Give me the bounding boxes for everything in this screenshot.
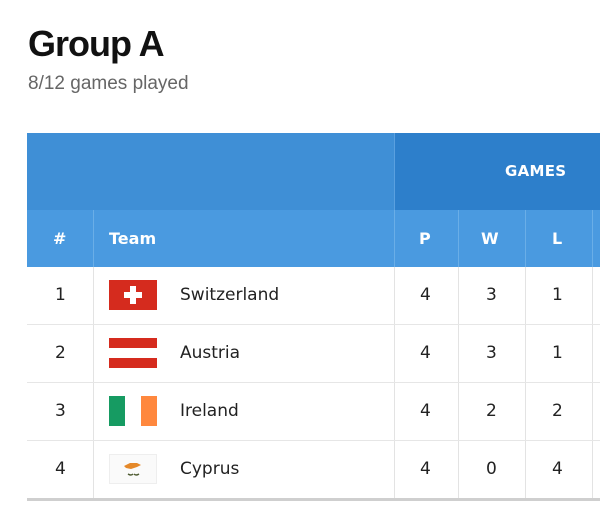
ireland-flag-icon <box>109 396 157 426</box>
page-title: Group A <box>28 23 165 64</box>
austria-flag-icon <box>109 338 157 368</box>
won-cell: 3 <box>486 285 497 305</box>
column-header-rank[interactable]: # <box>53 229 67 248</box>
team-name[interactable]: Switzerland <box>180 285 280 305</box>
rank-cell: 1 <box>55 285 66 305</box>
column-header-team[interactable]: Team <box>109 229 157 248</box>
rank-cell: 2 <box>55 343 66 363</box>
column-header-played[interactable]: P <box>419 229 431 248</box>
played-cell: 4 <box>420 343 431 363</box>
games-group-label: GAMES <box>505 162 567 180</box>
lost-cell: 1 <box>552 343 563 363</box>
played-cell: 4 <box>420 401 431 421</box>
team-name[interactable]: Ireland <box>180 401 239 421</box>
team-name[interactable]: Austria <box>180 343 241 363</box>
table-group-header: GAMES <box>27 133 600 210</box>
games-played-subtitle: 8/12 games played <box>28 73 189 94</box>
team-name[interactable]: Cyprus <box>180 459 240 479</box>
standings-table: GAMES # Team P W L 1 Switzerland 4 3 1 2 <box>27 133 600 501</box>
switzerland-flag-icon <box>109 280 157 310</box>
cyprus-flag-icon <box>109 454 157 484</box>
lost-cell: 1 <box>552 285 563 305</box>
column-header-won[interactable]: W <box>481 229 499 248</box>
won-cell: 2 <box>486 401 497 421</box>
games-group-header: GAMES <box>394 133 600 210</box>
rank-cell: 4 <box>55 459 66 479</box>
lost-cell: 4 <box>552 459 563 479</box>
lost-cell: 2 <box>552 401 563 421</box>
won-cell: 3 <box>486 343 497 363</box>
table-column-header: # Team P W L <box>27 210 600 267</box>
table-row[interactable]: 2 Austria 4 3 1 <box>27 325 600 383</box>
rank-cell: 3 <box>55 401 66 421</box>
played-cell: 4 <box>420 285 431 305</box>
played-cell: 4 <box>420 459 431 479</box>
column-header-lost[interactable]: L <box>552 229 563 248</box>
table-row[interactable]: 3 Ireland 4 2 2 <box>27 383 600 441</box>
won-cell: 0 <box>486 459 497 479</box>
table-row[interactable]: 1 Switzerland 4 3 1 <box>27 267 600 325</box>
table-row[interactable]: 4 Cyprus 4 0 4 <box>27 441 600 501</box>
